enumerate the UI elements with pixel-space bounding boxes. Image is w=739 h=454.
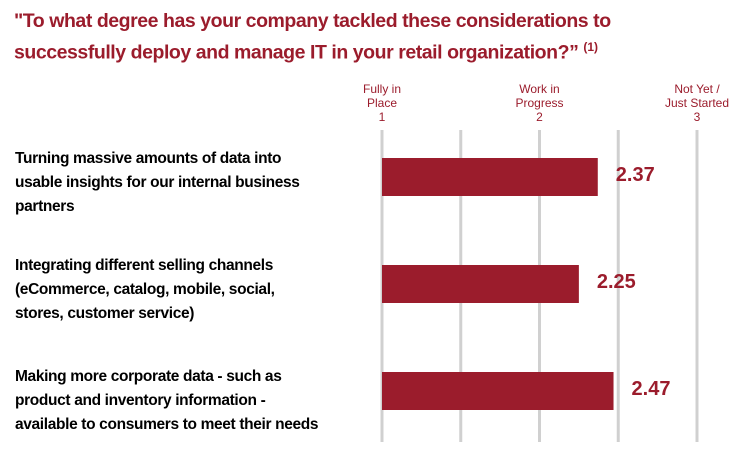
value-label: 2.25 (596, 271, 636, 293)
value-label: 2.47 (631, 378, 671, 400)
title-note: (1) (583, 40, 599, 54)
chart-title: "To what degree has your company tackled… (14, 10, 611, 64)
category-label: Making more corporate data - such as pro… (15, 368, 319, 433)
bar (382, 158, 598, 196)
x-tick-label: Work in Progress 2 (515, 82, 564, 124)
bar (382, 265, 579, 303)
category-label: Integrating different selling channels (… (15, 257, 275, 322)
value-label: 2.37 (615, 164, 655, 186)
bar (382, 372, 614, 410)
category-label: Turning massive amounts of data into usa… (15, 150, 300, 215)
chart-title-block: "To what degree has your company tackled… (14, 8, 611, 66)
x-tick-label: Not Yet / Just Started 3 (664, 82, 730, 124)
x-tick-label: Fully in Place 1 (362, 82, 401, 124)
